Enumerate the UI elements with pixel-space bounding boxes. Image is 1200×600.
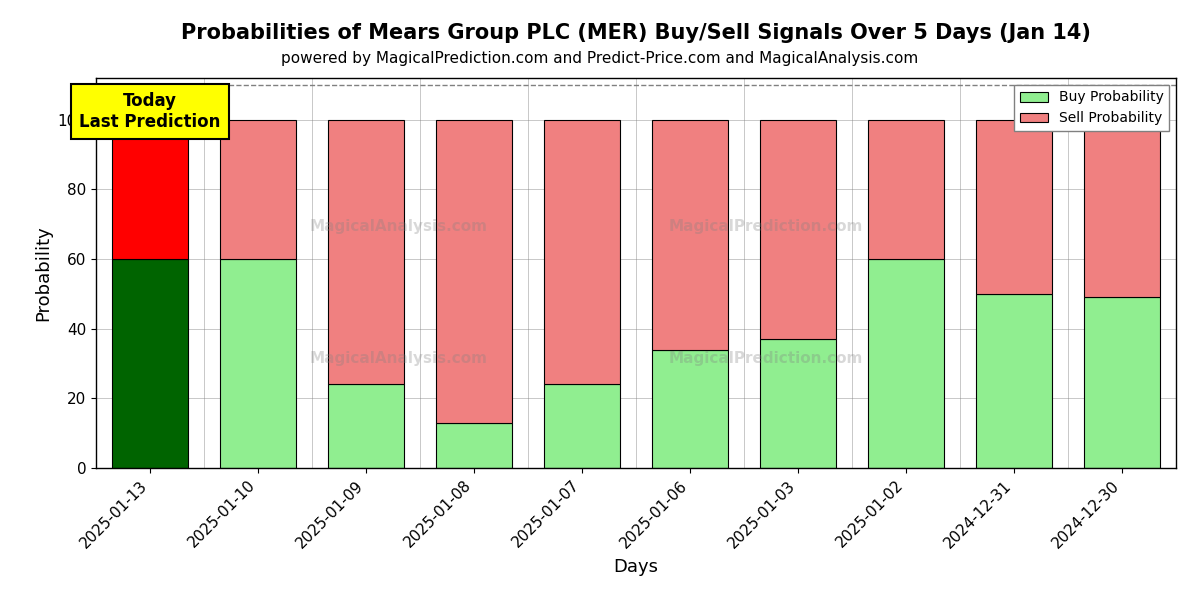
- Legend: Buy Probability, Sell Probability: Buy Probability, Sell Probability: [1014, 85, 1169, 131]
- Bar: [437, 120, 512, 423]
- Bar: [437, 423, 512, 468]
- Text: Today
Last Prediction: Today Last Prediction: [79, 92, 221, 131]
- Bar: [869, 120, 944, 259]
- Bar: [977, 294, 1051, 468]
- Text: MagicalPrediction.com: MagicalPrediction.com: [668, 351, 863, 366]
- Bar: [1085, 120, 1159, 298]
- Bar: [545, 120, 619, 385]
- Bar: [329, 385, 403, 468]
- Bar: [761, 339, 836, 468]
- X-axis label: Days: Days: [613, 557, 659, 575]
- Bar: [977, 120, 1051, 294]
- Bar: [1085, 298, 1159, 468]
- Bar: [221, 259, 296, 468]
- Bar: [761, 120, 836, 339]
- Text: MagicalAnalysis.com: MagicalAnalysis.com: [310, 351, 487, 366]
- Bar: [113, 259, 188, 468]
- Text: MagicalAnalysis.com: MagicalAnalysis.com: [310, 219, 487, 234]
- Bar: [113, 120, 188, 259]
- Text: MagicalPrediction.com: MagicalPrediction.com: [668, 219, 863, 234]
- Bar: [869, 259, 944, 468]
- Bar: [653, 120, 728, 350]
- Bar: [653, 350, 728, 468]
- Y-axis label: Probability: Probability: [34, 225, 52, 321]
- Bar: [545, 385, 619, 468]
- Bar: [221, 120, 296, 259]
- Bar: [329, 120, 403, 385]
- Text: powered by MagicalPrediction.com and Predict-Price.com and MagicalAnalysis.com: powered by MagicalPrediction.com and Pre…: [281, 51, 919, 66]
- Title: Probabilities of Mears Group PLC (MER) Buy/Sell Signals Over 5 Days (Jan 14): Probabilities of Mears Group PLC (MER) B…: [181, 23, 1091, 43]
